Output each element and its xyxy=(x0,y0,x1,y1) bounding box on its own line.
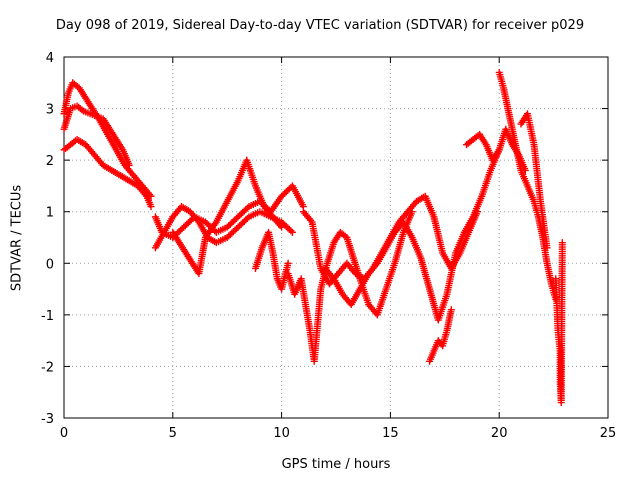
y-tick-label: 2 xyxy=(46,154,54,169)
series-track-o xyxy=(552,239,566,407)
data-point xyxy=(147,203,155,211)
series-track-i xyxy=(299,192,481,288)
data-point xyxy=(284,259,292,267)
x-tick-label: 20 xyxy=(491,426,508,441)
y-axis-label: SDTVAR / TECUs xyxy=(9,184,25,292)
plot-area xyxy=(63,56,609,419)
y-tick-label: 4 xyxy=(46,51,54,66)
series-track-m xyxy=(495,68,560,303)
x-axis-label: GPS time / hours xyxy=(281,457,391,472)
data-point xyxy=(278,223,286,231)
grid-lines xyxy=(64,57,608,418)
series-track-h xyxy=(284,208,416,365)
data-point xyxy=(558,239,566,247)
data-point xyxy=(543,244,551,252)
chart-title: Day 098 of 2019, Sidereal Day-to-day VTE… xyxy=(55,18,585,33)
y-tick-label: 0 xyxy=(46,257,54,272)
series-track-c xyxy=(60,136,155,211)
x-tick-label: 25 xyxy=(600,426,617,441)
data-point xyxy=(288,228,296,236)
y-tick-label: -2 xyxy=(41,360,54,375)
y-tick-label: 1 xyxy=(46,206,54,221)
y-tick-label: 3 xyxy=(46,103,54,118)
x-tick-label: 15 xyxy=(382,426,399,441)
axis-ticks: 0 5 10 15 20 25 -3 -2 -1 0 1 2 3 4 xyxy=(41,51,616,441)
x-tick-label: 5 xyxy=(169,426,177,441)
data-point-interp xyxy=(78,106,86,114)
y-tick-label: -3 xyxy=(41,412,54,427)
data-point xyxy=(447,306,455,314)
data-point-interp xyxy=(287,227,295,235)
x-tick-label: 10 xyxy=(273,426,290,441)
data-point-interp xyxy=(243,214,251,222)
series-track-b xyxy=(60,102,133,169)
y-tick-label: -1 xyxy=(41,309,54,324)
series-track-g xyxy=(251,228,292,293)
x-tick-label: 0 xyxy=(60,426,68,441)
series-track-e xyxy=(151,203,296,252)
series-track-f xyxy=(169,156,286,278)
data-point xyxy=(125,161,133,169)
data-points xyxy=(60,68,566,407)
series-track-n xyxy=(517,110,551,252)
series-track-a xyxy=(60,79,155,200)
series-track-j xyxy=(321,146,503,324)
data-point-interp xyxy=(243,204,251,212)
series-track-k xyxy=(426,306,455,365)
